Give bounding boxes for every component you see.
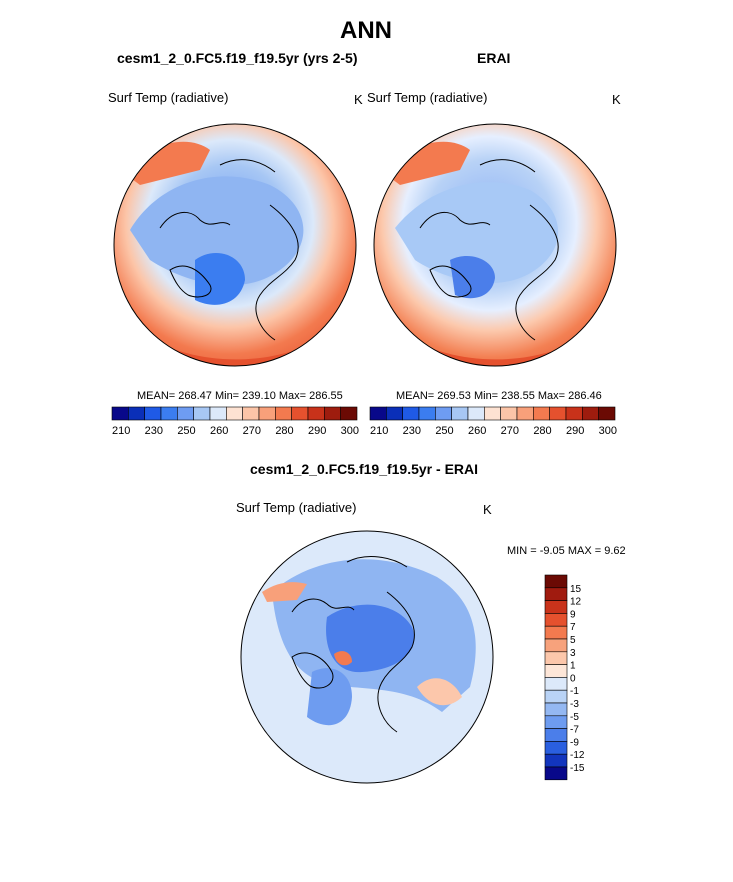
colorbar-swatch	[193, 406, 211, 421]
colorbar-swatch	[369, 406, 387, 421]
colorbar-swatch	[549, 406, 567, 421]
colorbar-tick-label: 9	[570, 609, 576, 620]
left-variable-label: Surf Temp (radiative)	[108, 90, 229, 105]
colorbar-tick-label: 300	[599, 425, 617, 437]
figure-title: ANN	[340, 17, 392, 44]
colorbar-tick-label: 280	[275, 425, 293, 437]
colorbar-swatch	[484, 406, 501, 421]
colorbar-swatch	[565, 406, 583, 421]
colorbar-swatch	[544, 766, 568, 781]
colorbar-tick-label: -12	[570, 750, 585, 761]
colorbar-swatch	[544, 728, 568, 742]
colorbar-swatch	[544, 625, 568, 640]
colorbar-tick-label: 15	[570, 584, 582, 595]
colorbar-tick-label: 5	[570, 635, 576, 646]
colorbar-tick-label: 3	[570, 648, 576, 659]
colorbar-tick-label: 230	[145, 425, 163, 437]
colorbar-tick-label: 280	[533, 425, 551, 437]
colorbar-swatch	[467, 406, 485, 421]
left-stats: MEAN= 268.47 Min= 239.10 Max= 286.55	[137, 390, 343, 402]
left-colorbar: 210 230 250 260 270 280 290 300	[111, 406, 359, 437]
colorbar-swatch	[177, 406, 194, 421]
colorbar-tick-label: 0	[570, 673, 576, 684]
colorbar-swatch	[544, 741, 568, 755]
colorbar-tick-label: -15	[570, 763, 585, 774]
diff-colorbar: 15 129 7 5 3 10 -1 -3 -5 -7-9 -12 -15	[544, 574, 585, 781]
colorbar-swatch	[160, 406, 178, 421]
left-unit-label: K	[354, 92, 363, 107]
colorbar-swatch	[544, 689, 568, 704]
colorbar-swatch	[544, 715, 568, 729]
colorbar-swatch	[533, 406, 550, 421]
colorbar-swatch	[544, 664, 568, 678]
colorbar-tick-label: 210	[370, 425, 388, 437]
diff-polar-map	[240, 530, 494, 784]
colorbar-swatch	[291, 406, 309, 421]
colorbar-swatch	[418, 406, 436, 421]
colorbar-swatch	[226, 406, 243, 421]
colorbar-swatch	[402, 406, 420, 421]
diff-minmax: MIN = -9.05 MAX = 9.62	[507, 545, 626, 557]
colorbar-tick-label: -9	[570, 737, 579, 748]
colorbar-swatch	[598, 406, 616, 421]
colorbar-swatch	[242, 406, 260, 421]
colorbar-swatch	[544, 638, 568, 653]
colorbar-tick-label: -5	[570, 712, 579, 723]
colorbar-tick-label: 250	[435, 425, 453, 437]
right-unit-label: K	[612, 92, 621, 107]
colorbar-swatch	[307, 406, 325, 421]
colorbar-swatch	[386, 406, 403, 421]
colorbar-swatch	[544, 613, 568, 627]
colorbar-swatch	[544, 587, 568, 601]
colorbar-tick-label: 1	[570, 661, 576, 672]
colorbar-tick-label: 300	[341, 425, 359, 437]
colorbar-swatch	[500, 406, 518, 421]
colorbar-tick-label: 260	[468, 425, 486, 437]
colorbar-swatch	[544, 651, 568, 665]
colorbar-swatch	[324, 406, 341, 421]
colorbar-tick-label: -1	[570, 686, 579, 697]
left-panel-title: cesm1_2_0.FC5.f19_f19.5yr (yrs 2-5)	[117, 50, 358, 66]
colorbar-tick-label: 290	[308, 425, 326, 437]
colorbar-swatch	[544, 753, 568, 768]
colorbar-swatch	[275, 406, 292, 421]
left-polar-map	[113, 123, 357, 367]
colorbar-swatch	[582, 406, 599, 421]
diff-variable-label: Surf Temp (radiative)	[236, 500, 357, 515]
colorbar-tick-label: 210	[112, 425, 130, 437]
colorbar-tick-label: 290	[566, 425, 584, 437]
right-stats: MEAN= 269.53 Min= 238.55 Max= 286.46	[396, 390, 602, 402]
diff-unit-label: K	[483, 502, 492, 517]
colorbar-swatch	[340, 406, 358, 421]
colorbar-swatch	[544, 677, 568, 691]
colorbar-swatch	[435, 406, 452, 421]
colorbar-tick-label: 12	[570, 597, 582, 608]
right-variable-label: Surf Temp (radiative)	[367, 90, 488, 105]
colorbar-swatch	[209, 406, 227, 421]
colorbar-swatch	[128, 406, 145, 421]
colorbar-tick-label: -3	[570, 699, 579, 710]
colorbar-tick-label: -7	[570, 725, 579, 736]
colorbar-swatch	[516, 406, 534, 421]
colorbar-swatch	[451, 406, 469, 421]
colorbar-swatch	[544, 702, 568, 717]
colorbar-swatch	[544, 600, 568, 614]
colorbar-tick-label: 7	[570, 622, 576, 633]
right-colorbar: 210 230 250 260 270 280 290 300	[369, 406, 617, 437]
right-panel-title: ERAI	[477, 50, 511, 66]
colorbar-tick-label: 230	[403, 425, 421, 437]
colorbar-tick-label: 250	[177, 425, 195, 437]
colorbar-tick-label: 270	[243, 425, 261, 437]
colorbar-tick-label: 260	[210, 425, 228, 437]
colorbar-swatch	[258, 406, 276, 421]
colorbar-swatch	[111, 406, 129, 421]
colorbar-swatch	[544, 574, 568, 589]
diff-panel-title: cesm1_2_0.FC5.f19_f19.5yr - ERAI	[250, 461, 479, 477]
colorbar-tick-label: 270	[501, 425, 519, 437]
colorbar-swatch	[144, 406, 162, 421]
right-polar-map	[373, 123, 617, 367]
